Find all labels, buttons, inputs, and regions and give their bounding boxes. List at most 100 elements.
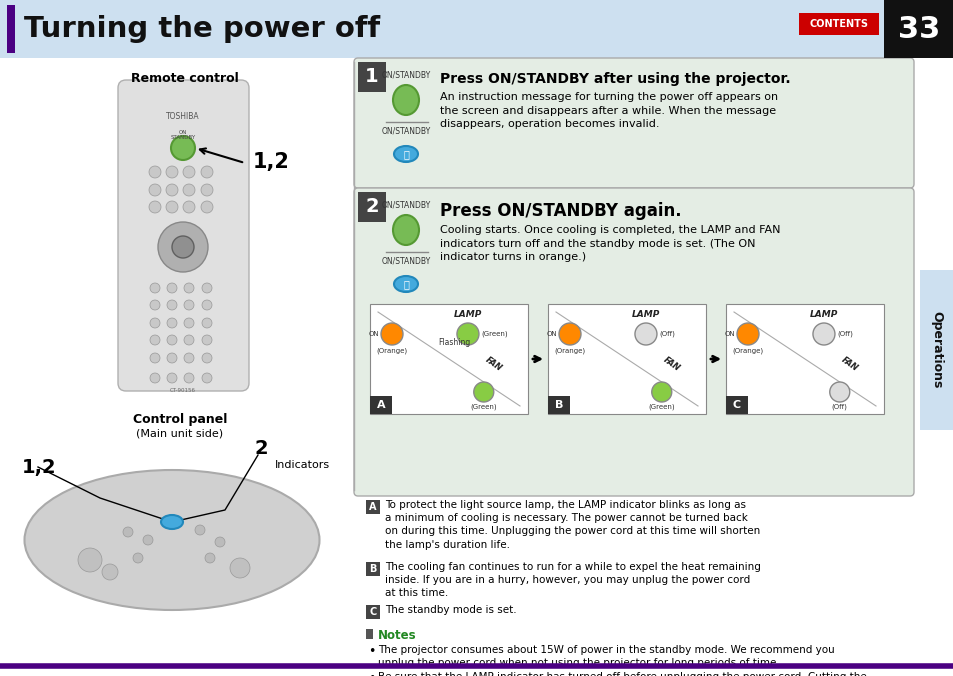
Text: LAMP: LAMP [631, 310, 659, 319]
Circle shape [202, 300, 212, 310]
Circle shape [166, 166, 178, 178]
Text: LAMP: LAMP [809, 310, 838, 319]
Circle shape [202, 335, 212, 345]
Text: ON: ON [723, 331, 734, 337]
Text: Be sure that the LAMP indicator has turned off before unplugging the power cord.: Be sure that the LAMP indicator has turn… [377, 672, 877, 676]
Circle shape [829, 382, 849, 402]
Bar [370, 396, 392, 414]
Bar [370, 304, 527, 414]
Text: (Orange): (Orange) [376, 348, 407, 354]
Bar [7, 5, 15, 53]
Circle shape [167, 353, 177, 363]
Circle shape [184, 353, 193, 363]
Text: An instruction message for turning the power off appears on
the screen and disap: An instruction message for turning the p… [439, 92, 778, 129]
Ellipse shape [393, 215, 418, 245]
Circle shape [812, 323, 834, 345]
Circle shape [380, 323, 402, 345]
Ellipse shape [25, 470, 319, 610]
Text: ON/STANDBY: ON/STANDBY [381, 200, 430, 209]
Circle shape [149, 166, 161, 178]
Text: CONTENTS: CONTENTS [809, 19, 867, 29]
Text: ⏻: ⏻ [402, 279, 409, 289]
Circle shape [474, 382, 494, 402]
Text: B: B [369, 564, 376, 574]
Circle shape [123, 527, 132, 537]
Circle shape [201, 184, 213, 196]
Bar [547, 396, 569, 414]
Circle shape [184, 373, 193, 383]
Text: A: A [369, 502, 376, 512]
Circle shape [183, 184, 194, 196]
Circle shape [183, 166, 194, 178]
Bar [366, 629, 373, 639]
Circle shape [171, 136, 194, 160]
Circle shape [214, 537, 225, 547]
Ellipse shape [394, 276, 417, 292]
Circle shape [202, 318, 212, 328]
Text: ON/STANDBY: ON/STANDBY [381, 70, 430, 79]
Text: C: C [369, 607, 376, 617]
FancyBboxPatch shape [799, 13, 878, 35]
Text: FAN: FAN [660, 356, 680, 373]
Circle shape [150, 335, 160, 345]
Text: FAN: FAN [839, 356, 859, 373]
Text: ON/STANDBY: ON/STANDBY [381, 126, 430, 135]
Circle shape [166, 184, 178, 196]
FancyBboxPatch shape [366, 605, 379, 619]
FancyBboxPatch shape [357, 192, 386, 222]
Text: 2: 2 [254, 439, 269, 458]
Text: •: • [368, 672, 375, 676]
Text: To protect the light source lamp, the LAMP indicator blinks as long as
a minimum: To protect the light source lamp, the LA… [385, 500, 760, 550]
Text: (Green): (Green) [480, 331, 507, 337]
Circle shape [201, 166, 213, 178]
Text: TOSHIBA: TOSHIBA [166, 112, 199, 121]
Text: ON: ON [368, 331, 378, 337]
FancyBboxPatch shape [354, 188, 913, 496]
Text: Control panel: Control panel [132, 413, 227, 426]
Text: (Off): (Off) [831, 404, 847, 410]
Ellipse shape [394, 146, 417, 162]
Circle shape [167, 373, 177, 383]
Text: (Green): (Green) [648, 404, 675, 410]
Circle shape [202, 353, 212, 363]
Circle shape [635, 323, 657, 345]
Circle shape [558, 323, 580, 345]
Text: 33: 33 [897, 14, 939, 43]
FancyBboxPatch shape [357, 62, 386, 92]
Text: 2: 2 [365, 197, 378, 216]
Bar [725, 396, 747, 414]
FancyBboxPatch shape [354, 58, 913, 188]
Circle shape [184, 318, 193, 328]
Text: 1,2: 1,2 [253, 152, 290, 172]
Text: (Orange): (Orange) [554, 348, 585, 354]
Circle shape [167, 283, 177, 293]
Text: Notes: Notes [377, 629, 416, 642]
Text: 1,2: 1,2 [22, 458, 56, 477]
Circle shape [150, 353, 160, 363]
Circle shape [167, 335, 177, 345]
Text: Remote control: Remote control [131, 72, 238, 85]
Circle shape [172, 236, 193, 258]
Circle shape [230, 558, 250, 578]
Circle shape [132, 553, 143, 563]
Circle shape [102, 564, 118, 580]
Bar [725, 304, 883, 414]
Text: (Orange): (Orange) [732, 348, 762, 354]
Circle shape [737, 323, 759, 345]
Text: LAMP: LAMP [454, 310, 481, 319]
Circle shape [184, 300, 193, 310]
Text: Turning the power off: Turning the power off [24, 15, 379, 43]
Text: CT-90156: CT-90156 [170, 388, 195, 393]
Text: •: • [368, 645, 375, 658]
Text: FAN: FAN [483, 356, 503, 373]
Text: Flashing: Flashing [437, 338, 470, 347]
Ellipse shape [393, 85, 418, 115]
Circle shape [78, 548, 102, 572]
Circle shape [201, 201, 213, 213]
Circle shape [167, 318, 177, 328]
Bar [0, 0, 953, 58]
Text: The standby mode is set.: The standby mode is set. [385, 605, 517, 615]
FancyBboxPatch shape [366, 500, 379, 514]
Circle shape [149, 201, 161, 213]
Circle shape [202, 373, 212, 383]
